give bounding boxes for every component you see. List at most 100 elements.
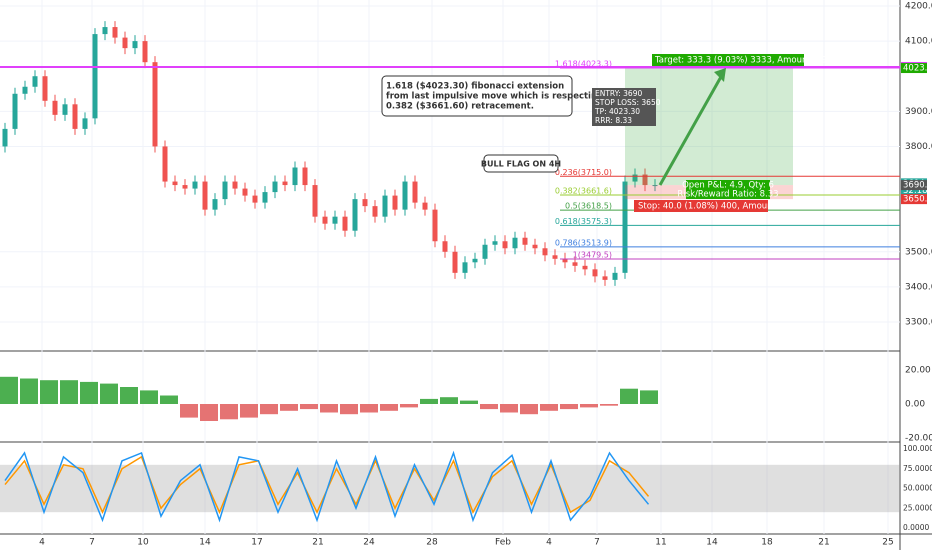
momentum-tick-label: -20.00 [905, 434, 932, 444]
stoch-tick-label: 50.0000 [903, 484, 932, 493]
candle [562, 258, 568, 263]
time-tick-label: 17 [251, 538, 262, 548]
candle [312, 185, 318, 217]
time-tick-label: 14 [199, 538, 211, 548]
stoch-band [0, 464, 900, 513]
time-tick-label: 7 [594, 538, 600, 548]
candle [302, 167, 308, 186]
price-tag-label: 3690.0 [903, 181, 932, 191]
price-tag [901, 185, 927, 196]
time-tick-label: 4 [39, 538, 45, 548]
candle [272, 181, 278, 193]
momentum-bar [240, 404, 258, 418]
candle [532, 244, 538, 249]
price-tick-label: 4100.0 [905, 37, 932, 47]
candle [372, 206, 378, 217]
time-tick-label: 4 [546, 538, 552, 548]
stoch-line [4, 450, 650, 523]
candle [622, 181, 628, 273]
momentum-bar [540, 404, 558, 411]
target-zone [625, 66, 793, 186]
candle [652, 185, 658, 187]
momentum-bar [280, 404, 298, 411]
note-box [381, 75, 573, 117]
candle [202, 181, 208, 210]
pnl-label: Open P&L: 4.9, Qty: 6 [682, 181, 774, 191]
momentum-bar [100, 383, 118, 404]
candle [602, 276, 608, 280]
note-text: 1.618 ($4023.30) fibonacci extension [386, 82, 564, 92]
time-tick-label: 10 [137, 538, 149, 548]
candle [22, 86, 28, 94]
fib-label: 0.5(3618.5) [565, 202, 612, 211]
momentum-bar [420, 398, 438, 404]
bull-flag-label: BULL FLAG ON 4H [481, 160, 561, 169]
momentum-bar [220, 404, 238, 420]
candle [402, 181, 408, 210]
candle [212, 199, 218, 210]
candle [132, 41, 138, 49]
candle [572, 262, 578, 266]
time-tick-label: 24 [363, 538, 375, 548]
candle [412, 181, 418, 203]
momentum-bar [0, 376, 18, 404]
candle [482, 244, 488, 259]
momentum-bar [560, 404, 578, 410]
candle [242, 188, 248, 196]
candle [592, 269, 598, 277]
time-tick-label: 21 [312, 538, 323, 548]
momentum-bar [620, 388, 638, 404]
candle [92, 34, 98, 119]
candle [282, 181, 288, 186]
fib-label: 0.382(3661.6) [555, 187, 612, 196]
candle [62, 104, 68, 115]
candle [322, 216, 328, 224]
candle [82, 118, 88, 129]
time-tick-label: Feb [495, 538, 511, 548]
candle [582, 265, 588, 270]
candle [542, 248, 548, 256]
price-tag-label: 3650.0 [903, 195, 932, 205]
candle [162, 146, 168, 182]
momentum-bar [440, 397, 458, 404]
candle [432, 209, 438, 242]
candle [332, 216, 338, 224]
candle [472, 258, 478, 263]
momentum-bar [320, 404, 338, 413]
momentum-bar [60, 380, 78, 404]
momentum-bar [20, 378, 38, 404]
price-tick-label: 3800.0 [905, 142, 932, 152]
momentum-bar [400, 404, 418, 408]
momentum-bar [520, 404, 538, 415]
momentum-bar [640, 390, 658, 404]
entry-text: ENTRY: 3690 [595, 89, 642, 98]
entry-box [592, 88, 656, 126]
momentum-tick-label: 20.00 [905, 366, 931, 376]
candle [442, 241, 448, 252]
stoch-tick-label: 0.0000 [903, 523, 929, 532]
price-tag-label: 4023.3 [903, 64, 932, 74]
note-text: 0.382 ($3661.60) retracement. [386, 102, 534, 112]
candle [382, 195, 388, 217]
fib-label: 1.618(4023.3) [555, 60, 612, 69]
bull-flag-box [483, 154, 559, 173]
momentum-bar [480, 404, 498, 410]
momentum-bar [360, 404, 378, 413]
candle [12, 93, 18, 129]
price-tag [901, 63, 927, 74]
momentum-bar [180, 404, 198, 418]
price-tag [901, 194, 927, 205]
arrow [658, 74, 724, 186]
momentum-bar [140, 390, 158, 404]
candle [42, 76, 48, 101]
arrow-head [714, 68, 726, 82]
candle [392, 195, 398, 210]
momentum-bar [300, 404, 318, 410]
candle [232, 181, 238, 189]
candle [222, 181, 228, 200]
candle [152, 62, 158, 147]
candle [192, 181, 198, 189]
candle [172, 181, 178, 186]
time-tick-label: 14 [706, 538, 718, 548]
momentum-bar [580, 404, 598, 408]
